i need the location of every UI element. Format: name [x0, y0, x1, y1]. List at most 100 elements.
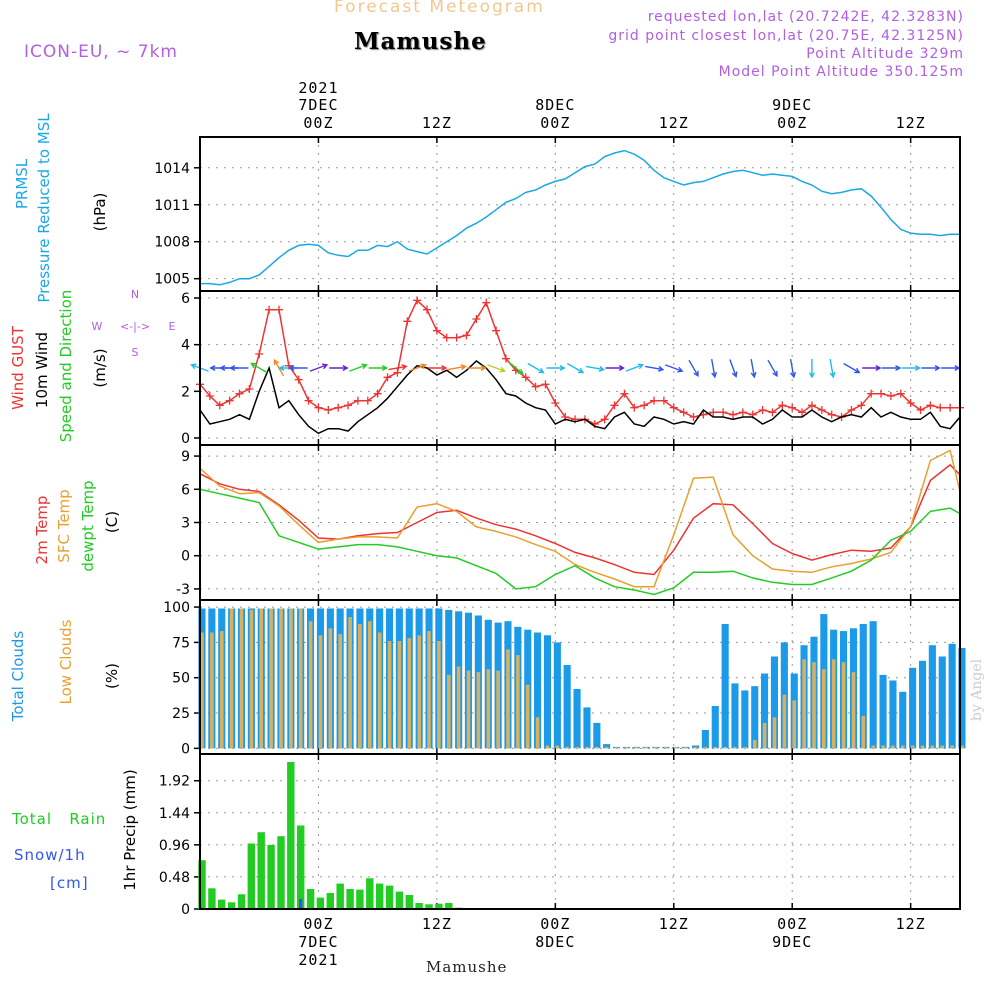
clouds-bar-low_clouds — [901, 745, 905, 749]
wind-direction-arrow — [427, 364, 448, 372]
compass-arrows: <-|-> — [120, 320, 150, 333]
clouds-bar-low_clouds — [822, 669, 826, 749]
top-time-hour: 12Z — [422, 114, 452, 132]
gust-marker — [432, 326, 441, 335]
gust-marker — [551, 399, 560, 407]
clouds-bar-low_clouds — [249, 609, 254, 749]
compass-east: E — [169, 320, 176, 333]
pressure-series-pressure — [200, 149, 960, 286]
clouds-bar-low_clouds — [575, 746, 579, 749]
gust-marker — [798, 408, 807, 417]
clouds-bar-total_clouds — [543, 635, 551, 749]
precip-bar-rain — [385, 885, 394, 909]
wind-direction-arrow — [229, 364, 249, 372]
precip-bar-rain — [198, 860, 206, 909]
gust-marker — [709, 408, 718, 417]
requested-location: requested lon,lat (20.7242E, 42.3283N) — [647, 9, 964, 25]
gust-marker — [225, 396, 234, 405]
clouds-bar-total_clouds — [889, 680, 897, 749]
clouds-bar-total_clouds — [879, 674, 887, 749]
clouds-ytick-label: 0 — [181, 741, 190, 757]
clouds-bar-total_clouds — [751, 686, 759, 749]
chart-title: Mamushe — [354, 28, 487, 55]
wind-direction-arrow — [329, 364, 349, 372]
clouds-bar-low_clouds — [368, 621, 372, 749]
gust-marker — [492, 326, 501, 335]
top-time-hour: 00Z — [777, 114, 807, 132]
clouds-bar-total_clouds — [553, 642, 561, 749]
clouds-bar-low_clouds — [200, 632, 204, 749]
wind-series-wind — [199, 360, 961, 435]
clouds-bar-low_clouds — [466, 670, 471, 749]
top-time-hour: 00Z — [303, 114, 333, 132]
clouds-bar-low_clouds — [871, 745, 875, 749]
wind-direction-arrow — [447, 364, 467, 371]
gust-marker — [946, 403, 955, 412]
clouds-bar-low_clouds — [318, 635, 323, 749]
clouds-bar-low_clouds — [841, 662, 846, 749]
wind-direction-arrow — [862, 364, 882, 372]
clouds-bar-low_clouds — [762, 722, 767, 749]
gust-marker — [393, 368, 402, 377]
temperature-ytick-label: 6 — [181, 482, 190, 498]
wind-direction-arrow — [688, 359, 699, 378]
wind-series-gust — [199, 299, 960, 425]
wind-direction-arrow — [250, 362, 268, 374]
gust-marker — [788, 403, 797, 412]
gust-marker — [669, 403, 678, 412]
wind-direction-arrow — [729, 359, 738, 378]
pressure-ytick-label: 1011 — [154, 198, 190, 214]
precip-bar-rain — [257, 832, 265, 909]
wind-direction-arrow — [467, 364, 487, 372]
clouds-bar-total_clouds — [770, 656, 778, 749]
gust-marker — [728, 410, 737, 419]
bottom-time-hour: 00Z — [777, 915, 807, 933]
gust-marker — [344, 401, 353, 410]
clouds-bar-total_clouds — [958, 648, 966, 749]
pressure-ytick-label: 1005 — [154, 272, 190, 288]
gust-marker — [817, 406, 826, 414]
clouds-bar-low_clouds — [289, 608, 293, 749]
wind-direction-arrow — [508, 361, 524, 375]
clouds-bar-low_clouds — [259, 608, 263, 749]
temperature-series-dewpt — [199, 488, 961, 596]
clouds-bar-low_clouds — [298, 608, 303, 749]
wind-direction-arrow — [901, 364, 922, 372]
temperature-ytick-label: 0 — [181, 549, 190, 565]
precip-bar-rain — [415, 903, 423, 909]
wind-direction-arrow — [566, 362, 585, 374]
clouds-bar-low_clouds — [920, 745, 925, 749]
clouds-bar-low_clouds — [565, 746, 569, 749]
precip-bar-rain — [405, 895, 413, 909]
wind-direction-arrow — [288, 364, 308, 372]
precip-ytick-label: 0.48 — [159, 870, 190, 886]
wind-direction-arrow — [750, 358, 757, 379]
clouds-bar-low_clouds — [545, 745, 550, 749]
precip-bar-rain — [346, 889, 354, 909]
pressure-panel-frame — [199, 136, 961, 292]
gust-marker — [235, 389, 244, 398]
gust-marker — [314, 403, 323, 412]
clouds-bar-low_clouds — [377, 632, 382, 749]
clouds-bar-low_clouds — [585, 746, 589, 749]
gust-marker — [719, 408, 728, 417]
clouds-bar-low_clouds — [881, 745, 885, 749]
wind-direction-arrow — [388, 364, 408, 371]
wind-direction-arrow — [645, 365, 665, 372]
clouds-bar-low_clouds — [535, 717, 540, 749]
precip-bar-rain — [316, 897, 325, 909]
pressure-ytick-label: 1014 — [154, 161, 190, 177]
clouds-bar-total_clouds — [761, 673, 769, 749]
clouds-bar-low_clouds — [960, 745, 964, 749]
clouds-bar-total_clouds — [563, 665, 571, 749]
wind-direction-arrow — [408, 363, 427, 372]
temperature-series-sfctemp — [199, 449, 961, 588]
clouds-bar-total_clouds — [741, 690, 749, 749]
precip-ytick-label: 0.96 — [159, 838, 190, 854]
clouds-bar-low_clouds — [733, 746, 737, 749]
clouds-ytick-label: 75 — [172, 635, 190, 651]
clouds-bar-total_clouds — [731, 683, 739, 749]
gust-marker — [215, 401, 224, 410]
wind-ytick-label: 6 — [181, 291, 190, 307]
wind-panel-frame — [199, 290, 961, 446]
